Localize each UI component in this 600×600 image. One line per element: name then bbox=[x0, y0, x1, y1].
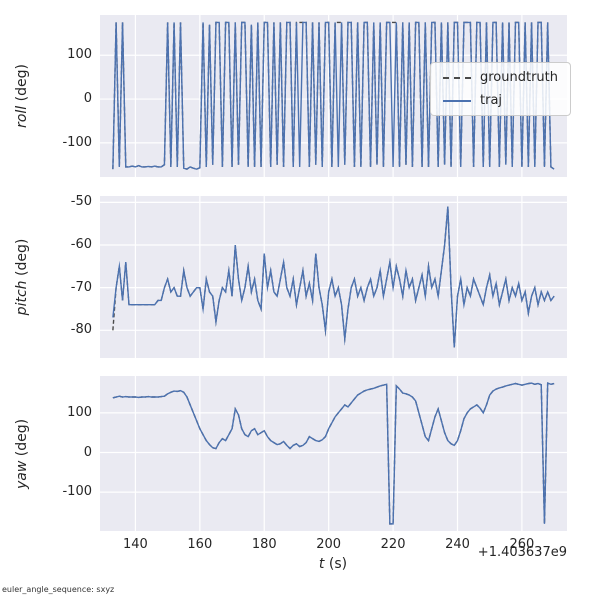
traj-line-sample-icon bbox=[443, 99, 471, 102]
y-tick-label: -70 bbox=[70, 279, 92, 295]
x-tick-label: 200 bbox=[316, 537, 342, 552]
roll-axis-label-unit: (deg) bbox=[14, 64, 30, 106]
x-tick-label: 140 bbox=[123, 537, 148, 552]
yaw-plot-canvas bbox=[100, 376, 567, 531]
y-tick-label: 0 bbox=[83, 444, 92, 460]
legend: groundtruth traj bbox=[430, 62, 572, 116]
y-tick-label: -100 bbox=[62, 134, 92, 150]
legend-entry-groundtruth: groundtruth bbox=[443, 70, 558, 85]
yaw-axis-label-unit: (deg) bbox=[14, 418, 30, 461]
roll-axis-label: roll (deg) bbox=[13, 15, 31, 177]
groundtruth-line-sample-icon bbox=[443, 76, 471, 79]
y-tick-label: 100 bbox=[67, 47, 92, 63]
legend-label-traj: traj bbox=[480, 93, 503, 108]
x-tick-label: 160 bbox=[187, 537, 213, 552]
y-tick-label: -80 bbox=[70, 322, 92, 338]
x-tick-label: 240 bbox=[445, 537, 470, 552]
y-tick-label: -60 bbox=[70, 237, 92, 253]
pitch-plot-canvas bbox=[100, 196, 567, 358]
pitch-axis-label-var: pitch bbox=[14, 280, 30, 316]
y-tick-label: -100 bbox=[62, 484, 92, 500]
roll-axis-label-var: roll bbox=[14, 105, 30, 128]
legend-entry-traj: traj bbox=[443, 93, 558, 108]
x-axis-label-unit: (s) bbox=[324, 556, 348, 572]
footer-annotation: euler_angle_sequence: sxyz bbox=[2, 585, 115, 594]
yaw-axis-label: yaw (deg) bbox=[13, 373, 31, 535]
x-axis-label-var: t bbox=[318, 556, 325, 572]
legend-label-groundtruth: groundtruth bbox=[480, 70, 559, 85]
pitch-axis-label-unit: (deg) bbox=[14, 238, 30, 281]
x-tick-label: 180 bbox=[251, 537, 277, 552]
yaw-axis-label-var: yaw bbox=[14, 460, 30, 489]
y-tick-label: 0 bbox=[83, 91, 92, 107]
pitch-axis-label: pitch (deg) bbox=[13, 196, 31, 358]
y-tick-label: -50 bbox=[70, 194, 92, 210]
x-tick-label: 260 bbox=[509, 537, 535, 552]
x-axis-offset-text: +1.403637e9 bbox=[477, 545, 567, 560]
x-axis-label: t (s) bbox=[273, 556, 393, 572]
yaw-plot bbox=[100, 376, 567, 531]
y-tick-label: 100 bbox=[67, 404, 92, 420]
pitch-plot bbox=[100, 196, 567, 358]
x-tick-label: 220 bbox=[380, 537, 406, 552]
